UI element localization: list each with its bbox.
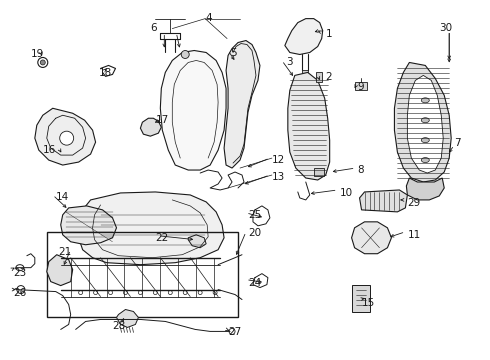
Polygon shape [141,118,161,136]
Polygon shape [352,222,392,254]
Text: 19: 19 [31,49,44,59]
Ellipse shape [421,98,429,103]
Ellipse shape [421,158,429,163]
Text: 26: 26 [13,288,26,298]
Text: 1: 1 [326,28,332,39]
Bar [47,232,238,318]
Text: 9: 9 [358,82,364,93]
Text: 8: 8 [358,165,364,175]
Ellipse shape [421,118,429,123]
Text: 27: 27 [228,328,241,337]
Text: 10: 10 [340,188,353,198]
Polygon shape [394,62,451,182]
Polygon shape [61,206,117,245]
Text: 15: 15 [362,298,375,307]
Bar [352,285,369,312]
Polygon shape [360,190,407,212]
Polygon shape [285,19,323,54]
Text: 21: 21 [59,247,72,257]
Bar [314,168,324,176]
Text: 5: 5 [230,48,237,58]
Polygon shape [406,178,444,200]
Text: 25: 25 [248,210,261,220]
Text: 3: 3 [286,58,293,67]
Text: 17: 17 [155,115,169,125]
Bar [302,71,308,76]
Text: 20: 20 [248,228,261,238]
Polygon shape [288,72,330,180]
Text: 6: 6 [150,23,157,33]
Text: 7: 7 [454,138,461,148]
Polygon shape [117,310,138,328]
Ellipse shape [60,131,74,145]
Polygon shape [35,108,96,165]
Polygon shape [407,75,443,173]
Text: 30: 30 [439,23,452,33]
Text: 2: 2 [326,72,332,82]
Bar [316,72,322,82]
Polygon shape [47,255,73,285]
Ellipse shape [40,60,45,65]
Text: 16: 16 [43,145,56,155]
Text: 23: 23 [13,268,26,278]
Text: 29: 29 [407,198,420,208]
Text: 4: 4 [205,13,212,23]
Ellipse shape [421,138,429,143]
Text: 28: 28 [113,321,126,332]
Text: 18: 18 [98,68,112,78]
Polygon shape [160,50,226,170]
Bar [355,82,367,90]
Text: 11: 11 [407,230,420,240]
Text: 24: 24 [248,278,261,288]
Text: 12: 12 [272,155,285,165]
Text: 22: 22 [155,233,169,243]
Text: 14: 14 [56,192,69,202]
Ellipse shape [181,50,189,58]
Text: 13: 13 [272,172,285,182]
Polygon shape [224,41,260,168]
Polygon shape [78,192,224,265]
Polygon shape [188,235,206,248]
